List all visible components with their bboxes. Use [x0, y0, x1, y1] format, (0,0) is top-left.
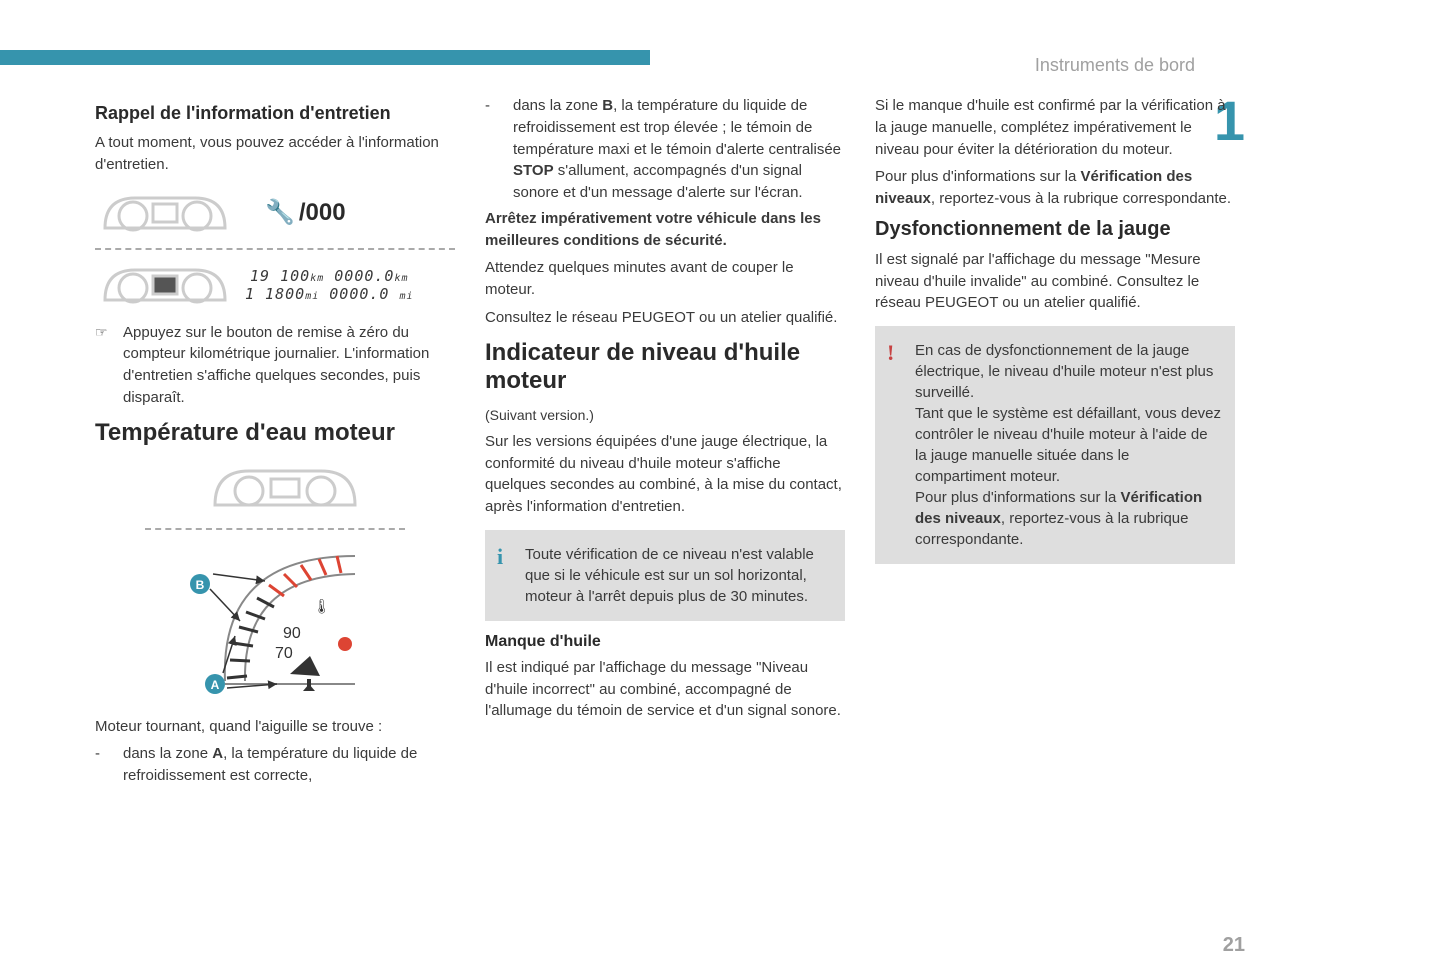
bullet-reset-trip: ☞ Appuyez sur le bouton de remise à zéro…: [95, 322, 455, 409]
illustration-service-reminder: 🔧/000 19 100km 0000.0km 1 1800mi 0000.0 …: [95, 188, 455, 310]
warning-box-gauge: ! En cas de dysfonctionnement de la jaug…: [875, 326, 1235, 564]
bullet-zone-a: - dans la zone A, la température du liqu…: [95, 743, 455, 787]
dashboard-cluster-small: [145, 457, 405, 517]
heading-rappel: Rappel de l'information d'entretien: [95, 103, 455, 124]
dash-marker: -: [95, 743, 123, 787]
bullet-reset-text: Appuyez sur le bouton de remise à zéro d…: [123, 322, 455, 409]
section-header: Instruments de bord: [1035, 55, 1195, 76]
wrench-label: 🔧/000: [265, 198, 346, 227]
svg-text:🌡: 🌡: [313, 598, 331, 614]
svg-text:A: A: [211, 678, 220, 692]
para-low-oil: Il est indiqué par l'affichage du messag…: [485, 657, 845, 722]
info-box-text: Toute vérification de ce niveau n'est va…: [525, 546, 814, 605]
heading-gauge-malfunction: Dysfonctionnement de la jauge: [875, 218, 1235, 241]
para-version: (Suivant version.): [485, 405, 845, 425]
dash-marker: -: [485, 95, 513, 204]
para-malfunction: Il est signalé par l'affichage du messag…: [875, 249, 1235, 314]
zone-a-text: dans la zone A, la température du liquid…: [123, 743, 455, 787]
para-rappel-intro: A tout moment, vous pouvez accéder à l'i…: [95, 132, 455, 176]
dashed-separator: [95, 248, 455, 250]
odometer-mi: 1 1800mi 0000.0 mi: [245, 285, 414, 303]
dashboard-cluster-icon: [95, 188, 235, 238]
wrench-value: /000: [299, 199, 346, 227]
heading-low-oil: Manque d'huile: [485, 633, 845, 651]
heading-temperature: Température d'eau moteur: [95, 419, 455, 447]
para-oil-confirmed: Si le manque d'huile est confirmé par la…: [875, 95, 1235, 160]
warning-icon: !: [887, 338, 894, 369]
pointer-icon: ☞: [95, 322, 123, 409]
column-3: Si le manque d'huile est confirmé par la…: [875, 95, 1235, 791]
warning-text-3: Pour plus d'informations sur la Vérifica…: [915, 489, 1202, 548]
illustration-temp-gauge: 🌡 90 70 B A: [95, 457, 455, 706]
header-accent-bar: [0, 50, 650, 65]
para-stop-vehicle: Arrêtez impérativement votre véhicule da…: [485, 208, 845, 252]
para-gauge-intro: Moteur tournant, quand l'aiguille se tro…: [95, 716, 455, 738]
dashed-separator: [145, 528, 405, 530]
gauge-70: 70: [275, 645, 293, 662]
para-wait-minutes: Attendez quelques minutes avant de coupe…: [485, 257, 845, 301]
svg-text:B: B: [196, 578, 205, 592]
heading-oil-indicator: Indicateur de niveau d'huile moteur: [485, 339, 845, 395]
bullet-zone-b: - dans la zone B, la température du liqu…: [485, 95, 845, 204]
gauge-90: 90: [283, 625, 301, 642]
warning-text-2: Tant que le système est défaillant, vous…: [915, 405, 1221, 485]
para-more-info: Pour plus d'informations sur la Vérifica…: [875, 166, 1235, 210]
page-number: 21: [1223, 934, 1245, 957]
page-content: Rappel de l'information d'entretien A to…: [95, 95, 1235, 791]
para-consult-peugeot: Consultez le réseau PEUGEOT ou un atelie…: [485, 307, 845, 329]
zone-b-text: dans la zone B, la température du liquid…: [513, 95, 845, 204]
dashboard-cluster-icon: [95, 260, 235, 310]
column-2: - dans la zone B, la température du liqu…: [485, 95, 845, 791]
para-oil-gauge: Sur les versions équipées d'une jauge él…: [485, 431, 845, 518]
wrench-icon: 🔧: [265, 198, 295, 227]
column-1: Rappel de l'information d'entretien A to…: [95, 95, 455, 791]
odometer-km: 19 100km 0000.0km: [245, 267, 414, 285]
temp-gauge-icon: 🌡 90 70 B A: [145, 536, 405, 701]
warning-text-1: En cas de dysfonctionnement de la jauge …: [915, 342, 1213, 401]
info-icon: i: [497, 542, 503, 573]
info-box-verification: i Toute vérification de ce niveau n'est …: [485, 530, 845, 621]
